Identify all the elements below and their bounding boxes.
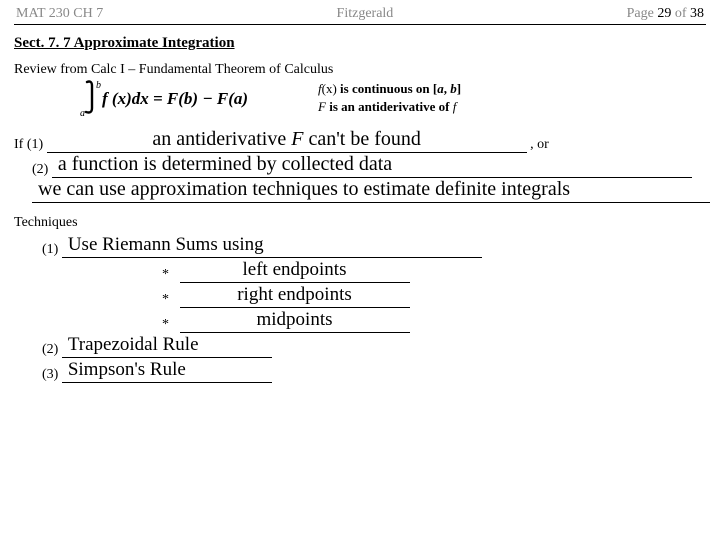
blank-2: a function is determined by collected da… xyxy=(52,155,692,178)
sub-2: * right endpoints xyxy=(162,285,706,308)
fill-3: we can use approximation techniques to e… xyxy=(38,178,710,201)
page-header: MAT 230 CH 7 Fitzgerald Page 29 of 38 xyxy=(14,6,706,22)
tech-1: (1) Use Riemann Sums using xyxy=(42,235,706,258)
cond-line-2: F is an antiderivative of f xyxy=(318,98,461,116)
review-line: Review from Calc I – Fundamental Theorem… xyxy=(14,62,706,78)
blank-1: an antiderivative F can't be found xyxy=(47,130,527,153)
if-line-1: If (1) an antiderivative F can't be foun… xyxy=(14,130,706,153)
techniques-title: Techniques xyxy=(14,215,706,231)
blank-3: we can use approximation techniques to e… xyxy=(32,180,710,203)
sub-1-blank: left endpoints xyxy=(180,260,410,283)
header-right: Page 29 of 38 xyxy=(627,6,704,22)
techniques-list: (1) Use Riemann Sums using * left endpoi… xyxy=(42,235,706,383)
if-line-2: (2) a function is determined by collecte… xyxy=(14,155,706,178)
limit-a: a xyxy=(80,108,85,118)
integral-formula: b a f (x)dx = F(b) − F(a) xyxy=(74,80,294,116)
tech-1-sublist: * left endpoints * right endpoints * mid… xyxy=(162,260,706,333)
tech-3: (3) Simpson's Rule xyxy=(42,360,706,383)
section-title: Sect. 7. 7 Approximate Integration xyxy=(14,35,706,52)
tech-2-fill: Trapezoidal Rule xyxy=(68,334,199,356)
header-left: MAT 230 CH 7 xyxy=(16,6,103,22)
techniques-block: Techniques (1) Use Riemann Sums using * … xyxy=(14,215,706,383)
tech-1-blank: Use Riemann Sums using xyxy=(62,235,482,258)
tech-3-fill: Simpson's Rule xyxy=(68,359,186,381)
fill-2: a function is determined by collected da… xyxy=(58,153,692,176)
tech-2: (2) Trapezoidal Rule xyxy=(42,335,706,358)
cond-line-1: f(x) is continuous on [a, b] xyxy=(318,80,461,98)
header-center: Fitzgerald xyxy=(337,6,394,22)
limit-b: b xyxy=(96,80,101,91)
sub-3-blank: midpoints xyxy=(180,310,410,333)
if-block: If (1) an antiderivative F can't be foun… xyxy=(14,130,706,203)
ftc-conditions: f(x) is continuous on [a, b] F is an ant… xyxy=(318,80,461,115)
sub-2-blank: right endpoints xyxy=(180,285,410,308)
fill-1: an antiderivative F can't be found xyxy=(47,128,527,151)
tech-3-blank: Simpson's Rule xyxy=(62,360,272,383)
tech-2-blank: Trapezoidal Rule xyxy=(62,335,272,358)
sub-3-fill: midpoints xyxy=(180,309,410,331)
sub-1: * left endpoints xyxy=(162,260,706,283)
sub-3: * midpoints xyxy=(162,310,706,333)
sub-2-fill: right endpoints xyxy=(180,284,410,306)
if-line-3: we can use approximation techniques to e… xyxy=(14,180,706,203)
integral-svg: b a f (x)dx = F(b) − F(a) xyxy=(74,78,294,118)
header-rule xyxy=(14,24,706,25)
tech-1-fill: Use Riemann Sums using xyxy=(68,234,264,256)
formula-body: f (x)dx = F(b) − F(a) xyxy=(102,89,248,108)
ftc-row: b a f (x)dx = F(b) − F(a) f(x) is contin… xyxy=(74,80,706,116)
sub-1-fill: left endpoints xyxy=(180,259,410,281)
